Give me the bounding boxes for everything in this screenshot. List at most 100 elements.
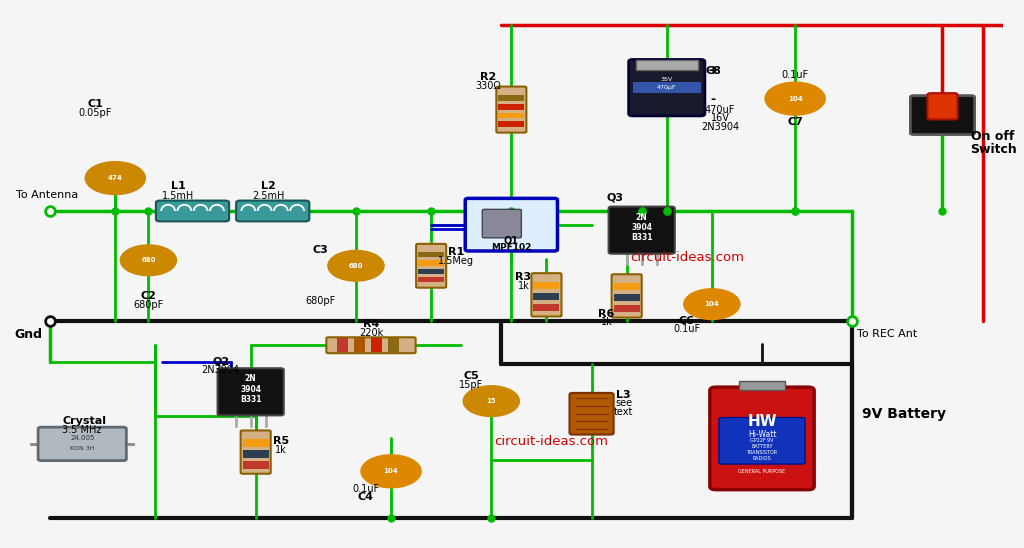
FancyBboxPatch shape	[482, 209, 521, 238]
Circle shape	[85, 162, 145, 195]
Text: MPF102: MPF102	[492, 243, 531, 252]
FancyBboxPatch shape	[416, 244, 446, 288]
FancyBboxPatch shape	[38, 427, 126, 460]
Text: To Antenna: To Antenna	[16, 190, 78, 199]
Text: 35V: 35V	[660, 77, 673, 82]
FancyBboxPatch shape	[156, 201, 229, 221]
Text: 1.5Meg: 1.5Meg	[438, 256, 474, 266]
Text: R5: R5	[272, 436, 289, 446]
Text: 16V: 16V	[711, 113, 729, 123]
Text: 0.05pF: 0.05pF	[79, 109, 112, 118]
Bar	[636, 60, 697, 70]
Text: R4: R4	[362, 319, 379, 329]
Text: To REC Ant: To REC Ant	[857, 329, 918, 339]
FancyBboxPatch shape	[531, 273, 561, 316]
Bar	[613, 305, 640, 312]
FancyBboxPatch shape	[497, 87, 526, 133]
FancyBboxPatch shape	[465, 198, 557, 251]
Bar	[243, 450, 268, 458]
Text: L1: L1	[171, 181, 185, 191]
Text: circuit-ideas.com: circuit-ideas.com	[630, 251, 743, 264]
FancyBboxPatch shape	[217, 368, 284, 415]
Text: C8: C8	[706, 66, 722, 76]
Bar	[418, 260, 444, 266]
Text: Q2: Q2	[212, 357, 229, 367]
Text: +: +	[708, 64, 718, 77]
Text: KDN 3H: KDN 3H	[70, 446, 94, 451]
Text: C3: C3	[313, 245, 329, 255]
Text: 680: 680	[349, 263, 364, 269]
Text: 24.005: 24.005	[70, 436, 94, 441]
Text: 2N3904: 2N3904	[700, 122, 739, 132]
Text: GENERAL PURPOSE: GENERAL PURPOSE	[738, 469, 785, 474]
Text: 680pF: 680pF	[306, 296, 336, 306]
Circle shape	[463, 386, 519, 416]
Text: text: text	[614, 407, 633, 417]
Text: R1: R1	[449, 247, 464, 257]
FancyBboxPatch shape	[327, 337, 416, 353]
Bar	[243, 439, 268, 447]
Text: 0.1uF: 0.1uF	[673, 324, 700, 334]
Text: 3.5 MHz: 3.5 MHz	[62, 425, 101, 435]
Text: 1k: 1k	[601, 317, 612, 327]
Bar	[499, 104, 524, 110]
Text: L3: L3	[616, 390, 631, 399]
Text: R2: R2	[480, 72, 497, 82]
Text: 474: 474	[108, 175, 123, 181]
FancyBboxPatch shape	[237, 201, 309, 221]
Text: C4: C4	[358, 492, 374, 502]
Bar	[499, 113, 524, 118]
Text: 470uF: 470uF	[705, 105, 735, 115]
Text: Hi-Watt: Hi-Watt	[748, 430, 776, 438]
Text: 104: 104	[787, 96, 803, 101]
Text: C2: C2	[140, 291, 157, 301]
Text: circuit-ideas.com: circuit-ideas.com	[495, 435, 608, 448]
Text: Q3: Q3	[606, 192, 624, 202]
Circle shape	[120, 245, 176, 276]
Text: R6: R6	[598, 309, 614, 319]
FancyBboxPatch shape	[710, 387, 814, 490]
FancyBboxPatch shape	[608, 207, 675, 254]
Bar	[739, 380, 785, 390]
Bar	[388, 338, 399, 352]
FancyBboxPatch shape	[719, 418, 805, 464]
Circle shape	[360, 455, 421, 488]
Circle shape	[765, 82, 825, 115]
Bar	[499, 122, 524, 127]
Text: -: -	[711, 93, 716, 106]
Bar	[633, 82, 700, 93]
Bar	[534, 282, 559, 289]
Text: 104: 104	[384, 469, 398, 474]
Text: 2.5mH: 2.5mH	[253, 191, 285, 201]
Text: C7: C7	[787, 117, 803, 127]
Text: 104: 104	[705, 301, 719, 307]
Text: 15pF: 15pF	[459, 380, 483, 390]
Text: 15: 15	[486, 398, 496, 404]
Bar	[534, 293, 559, 300]
Text: 680: 680	[141, 258, 156, 263]
Text: 470μF: 470μF	[657, 85, 677, 90]
Text: 2N
3904
B331: 2N 3904 B331	[240, 374, 261, 404]
Bar	[371, 338, 382, 352]
Text: 2N
3904
B331: 2N 3904 B331	[631, 213, 652, 242]
Text: Q1: Q1	[504, 235, 519, 245]
Circle shape	[328, 250, 384, 281]
Text: C6: C6	[679, 316, 695, 326]
Bar	[418, 252, 444, 258]
Text: C1: C1	[87, 99, 103, 109]
Text: Gnd: Gnd	[14, 328, 42, 341]
Bar	[534, 304, 559, 311]
FancyBboxPatch shape	[611, 274, 642, 317]
Bar	[613, 283, 640, 290]
Text: Switch: Switch	[971, 142, 1017, 156]
Bar	[418, 277, 444, 282]
Text: Crystal: Crystal	[62, 416, 106, 426]
Text: C5: C5	[464, 371, 479, 381]
Bar	[418, 269, 444, 274]
Text: 9V Battery: 9V Battery	[862, 407, 946, 421]
Text: 680pF: 680pF	[133, 300, 164, 310]
Text: see: see	[615, 398, 632, 408]
Text: 0.1uF: 0.1uF	[781, 70, 809, 79]
FancyBboxPatch shape	[241, 431, 270, 473]
Text: L2: L2	[261, 181, 276, 191]
